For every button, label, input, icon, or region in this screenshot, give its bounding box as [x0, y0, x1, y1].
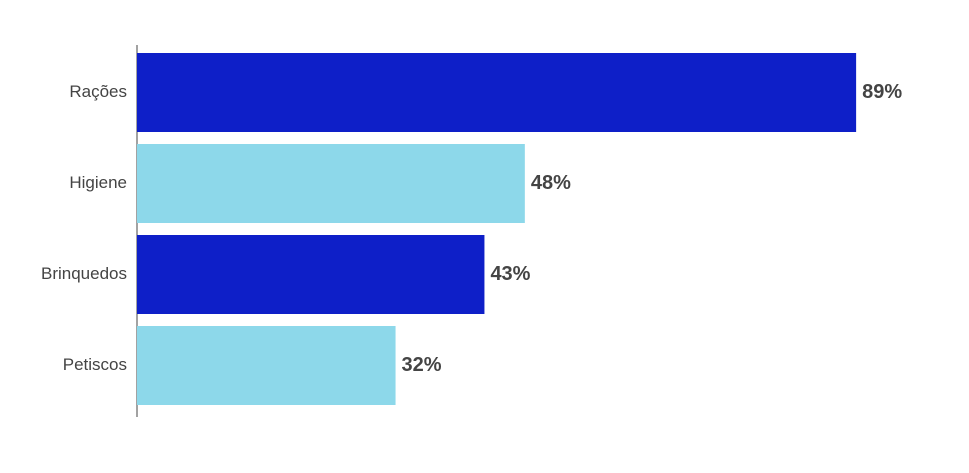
y-tick-label: Rações — [69, 82, 127, 101]
bar — [137, 144, 525, 223]
value-label: 89% — [862, 81, 902, 103]
bar — [137, 53, 857, 132]
bar — [137, 235, 485, 314]
y-tick-label: Petiscos — [63, 355, 127, 374]
bar — [137, 326, 396, 405]
value-label: 43% — [490, 263, 530, 285]
value-label: 48% — [531, 172, 571, 194]
value-label: 32% — [402, 354, 442, 376]
y-tick-label: Brinquedos — [41, 264, 127, 283]
y-tick-label: Higiene — [69, 173, 127, 192]
